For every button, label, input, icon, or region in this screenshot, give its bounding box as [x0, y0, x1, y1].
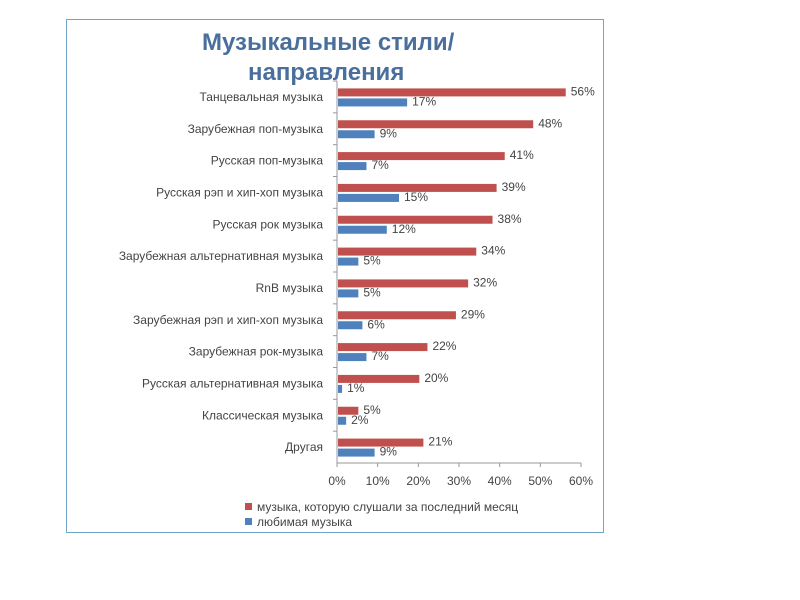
data-label-month: 20% [424, 371, 448, 385]
bar-month [338, 152, 505, 161]
bar-favorite [338, 130, 375, 139]
x-tick-label: 60% [569, 474, 593, 488]
data-label-month: 32% [473, 275, 497, 289]
category-label: Зарубежная рэп и хип-хоп музыка [133, 313, 323, 327]
bar-favorite [338, 416, 347, 425]
x-tick-label: 40% [488, 474, 512, 488]
data-label-favorite: 2% [351, 413, 369, 427]
category-label: RnB музыка [256, 281, 324, 295]
category-label: Танцевальная музыка [199, 90, 323, 104]
category-label: Зарубежная поп-музыка [188, 122, 324, 136]
data-label-favorite: 7% [371, 158, 389, 172]
data-label-month: 29% [461, 307, 485, 321]
x-tick-label: 20% [406, 474, 430, 488]
chart-title: Музыкальные стили/ направления [66, 28, 604, 88]
category-label: Другая [285, 440, 323, 454]
bar-favorite [338, 162, 367, 171]
bar-favorite [338, 257, 359, 266]
data-label-month: 22% [432, 339, 456, 353]
category-label: Зарубежная рок-музыка [189, 345, 324, 359]
chart-title-line2: направления [248, 59, 405, 86]
category-label: Зарубежная альтернативная музыка [119, 249, 324, 263]
bar-month [338, 247, 477, 256]
category-label: Русская поп-музыка [211, 154, 324, 168]
data-label-month: 39% [502, 180, 526, 194]
legend-swatch-favorite [245, 518, 252, 525]
data-label-month: 5% [363, 403, 381, 417]
bar-month [338, 279, 469, 288]
x-tick-label: 30% [447, 474, 471, 488]
x-tick-label: 10% [366, 474, 390, 488]
data-label-month: 21% [428, 435, 452, 449]
data-label-favorite: 7% [371, 349, 389, 363]
chart-frame [66, 19, 604, 533]
legend-label-favorite: любимая музыка [257, 514, 353, 529]
category-label: Русская альтернативная музыка [142, 376, 323, 390]
bar-month [338, 183, 497, 192]
bar-month [338, 120, 534, 129]
legend-swatch-month [245, 503, 252, 510]
category-label: Русская рэп и хип-хоп музыка [156, 185, 323, 199]
bar-favorite [338, 321, 363, 330]
legend-item-month: музыка, которую слушали за последний мес… [245, 499, 518, 514]
bar-month [338, 311, 456, 320]
data-label-month: 38% [498, 212, 522, 226]
data-label-favorite: 12% [392, 222, 416, 236]
bar-favorite [338, 225, 387, 234]
data-label-favorite: 9% [380, 126, 398, 140]
chart-title-line1: Музыкальные стили/ [202, 29, 455, 56]
bar-month [338, 343, 428, 352]
data-label-month: 56% [571, 84, 595, 98]
bar-month [338, 406, 359, 415]
data-label-favorite: 5% [363, 254, 381, 268]
bar-favorite [338, 353, 367, 362]
category-label: Русская рок музыка [212, 217, 323, 231]
data-label-month: 41% [510, 148, 534, 162]
x-tick-label: 50% [528, 474, 552, 488]
data-label-favorite: 6% [367, 317, 385, 331]
data-label-month: 34% [481, 244, 505, 258]
bar-favorite [338, 448, 375, 457]
data-label-favorite: 9% [380, 445, 398, 459]
data-label-favorite: 15% [404, 190, 428, 204]
bar-favorite [338, 98, 408, 107]
bar-favorite [338, 289, 359, 298]
data-label-favorite: 17% [412, 94, 436, 108]
data-label-month: 48% [538, 116, 562, 130]
data-label-favorite: 1% [347, 381, 365, 395]
legend: музыка, которую слушали за последний мес… [245, 499, 518, 529]
legend-label-month: музыка, которую слушали за последний мес… [257, 499, 519, 514]
bar-favorite [338, 384, 343, 393]
bar-month [338, 374, 420, 383]
data-label-favorite: 5% [363, 285, 381, 299]
legend-item-favorite: любимая музыка [245, 514, 518, 529]
bar-month [338, 438, 424, 447]
category-label: Классическая музыка [202, 408, 323, 422]
bar-month [338, 88, 566, 97]
bar-favorite [338, 193, 399, 202]
x-tick-label: 0% [328, 474, 346, 488]
bar-month [338, 215, 493, 224]
